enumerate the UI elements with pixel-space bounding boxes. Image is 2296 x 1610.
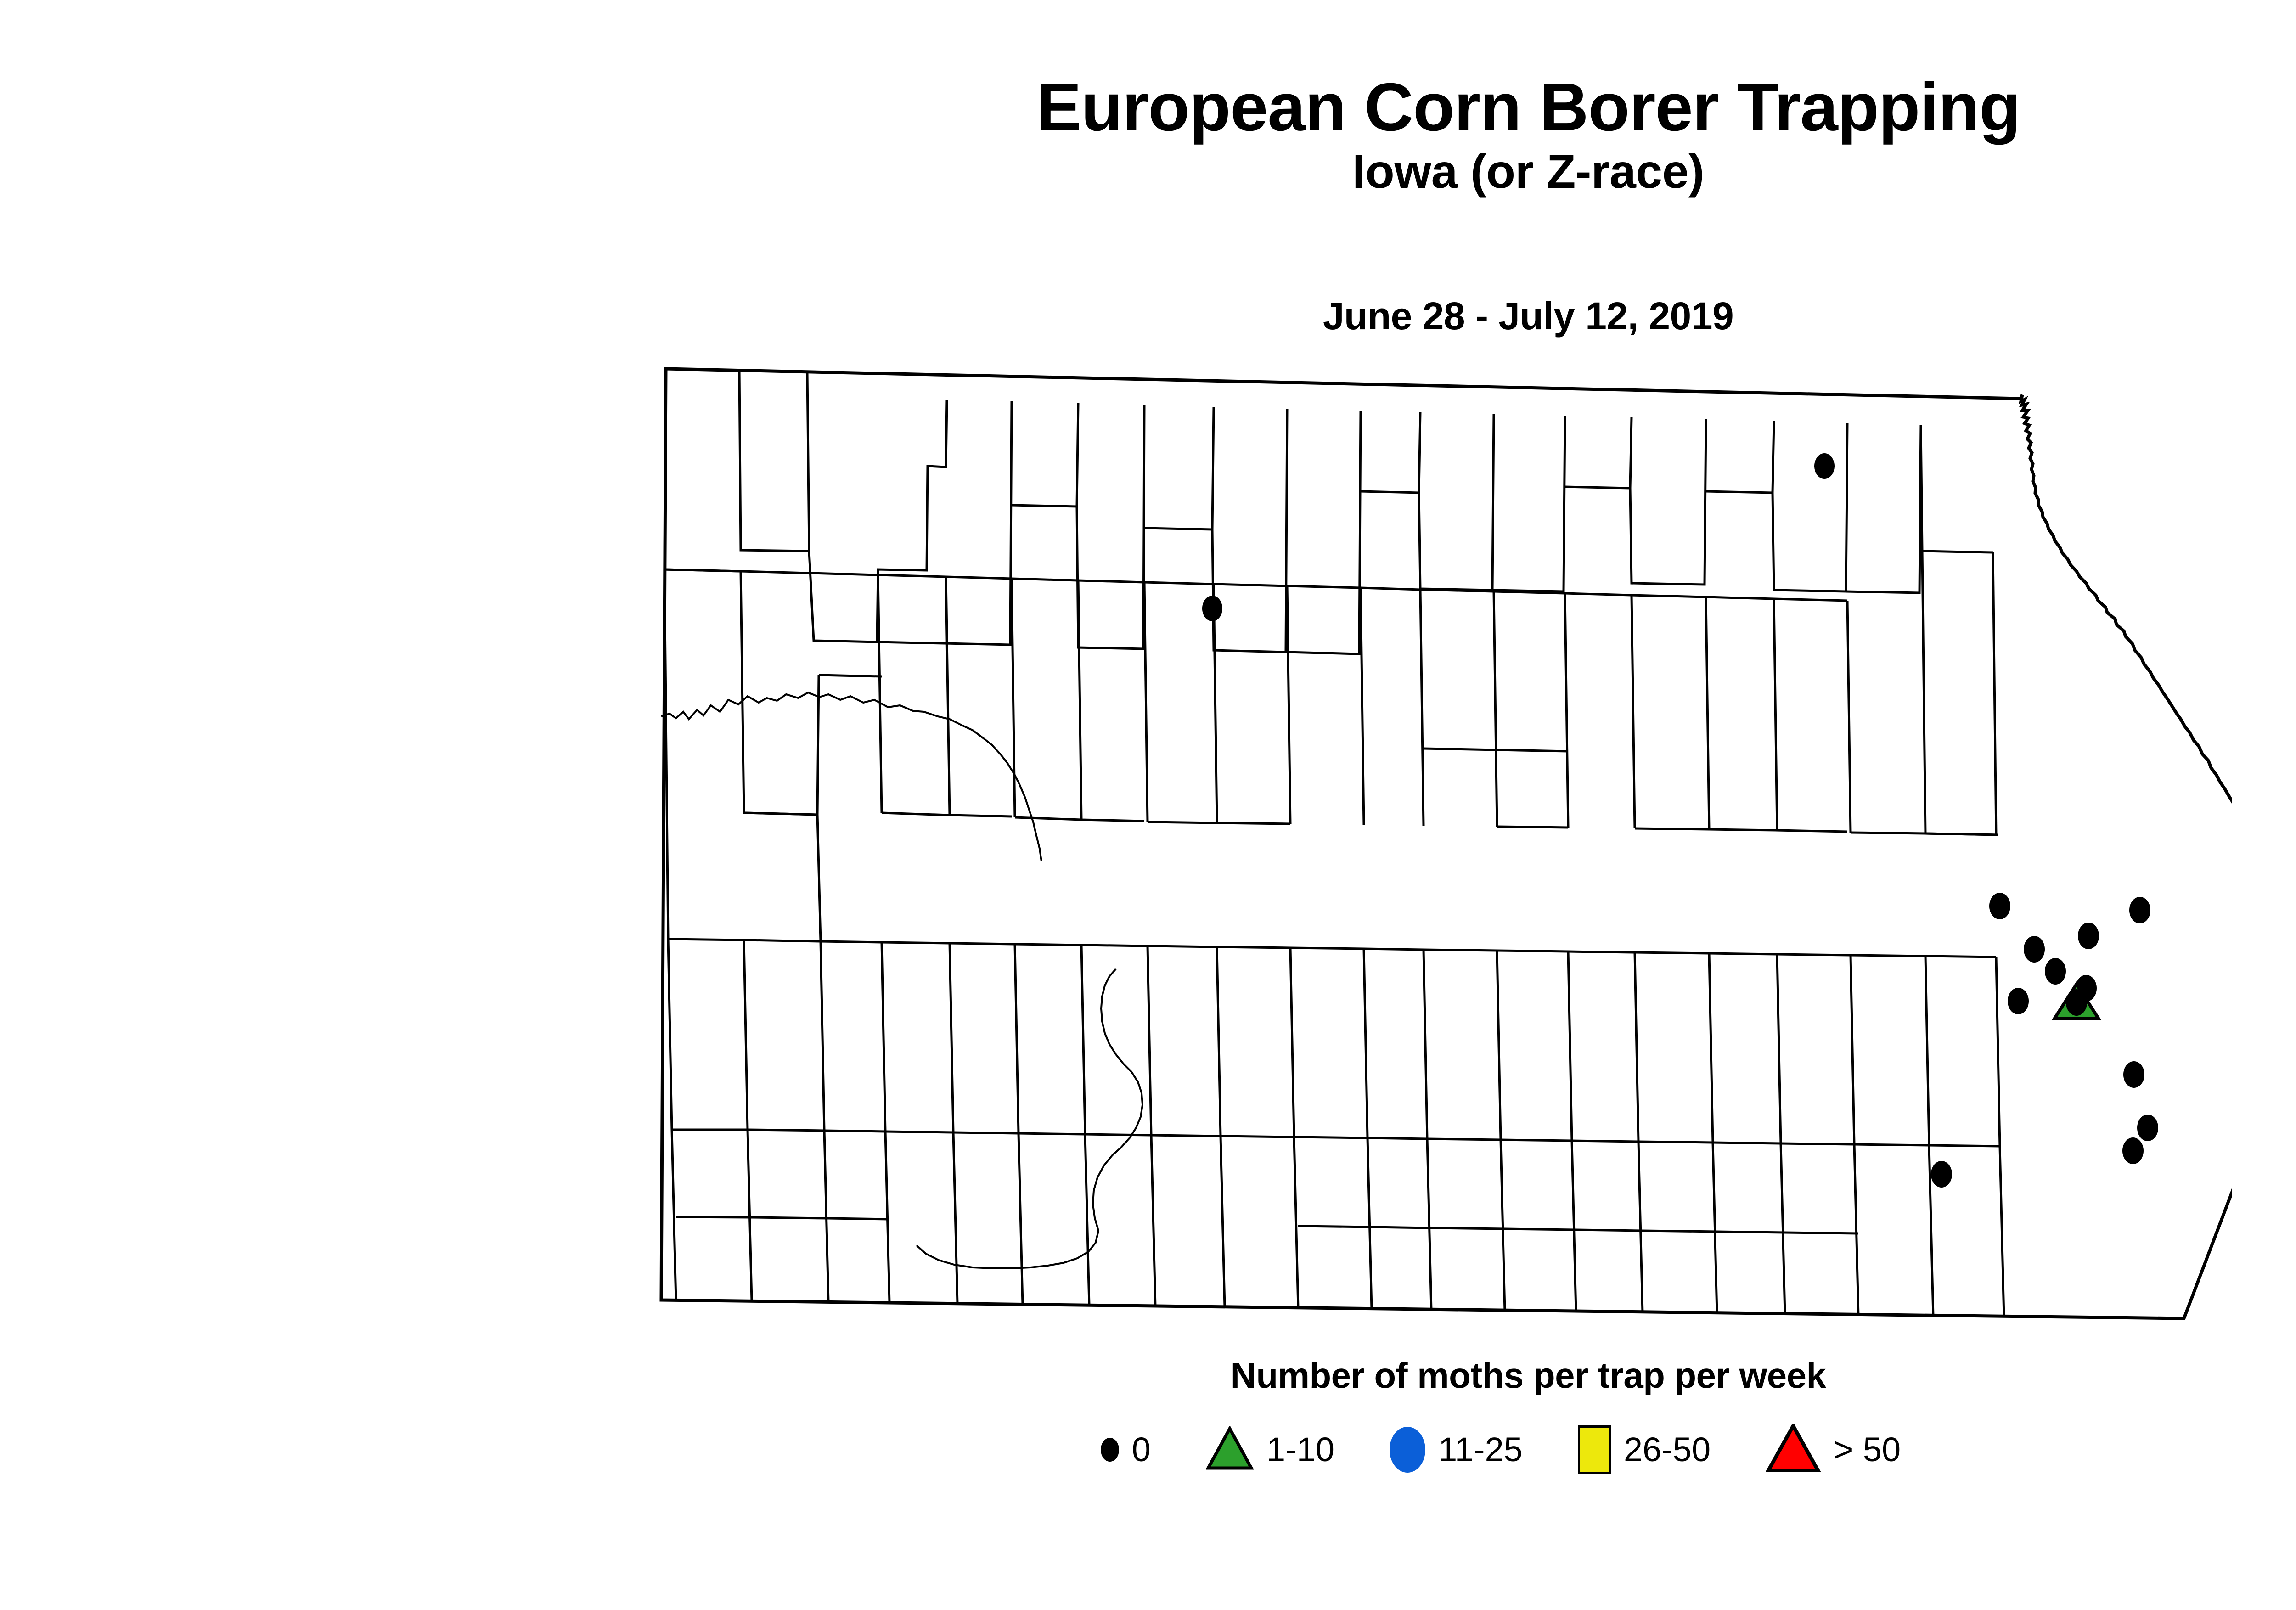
- legend-item-26-50[interactable]: 26-50: [1577, 1425, 1766, 1474]
- trap-point-0[interactable]: [2024, 936, 2045, 963]
- legend-title: Number of moths per trap per week: [1230, 1355, 1826, 1396]
- trap-point-0[interactable]: [2078, 923, 2099, 949]
- legend-label-11-25: 11-25: [1438, 1430, 1523, 1469]
- page-title: European Corn Borer Trapping: [1036, 69, 2021, 145]
- legend-item-0[interactable]: 0: [1100, 1430, 1206, 1469]
- trap-point-0[interactable]: [2129, 897, 2150, 923]
- date-range-label: June 28 - July 12, 2019: [1322, 294, 1734, 338]
- legend-label-0: 0: [1131, 1430, 1151, 1469]
- legend: 0 1-10 11-25 26-50 > 50: [0, 1422, 2296, 1475]
- county-boundaries: [659, 367, 2232, 1320]
- data-points: [1202, 453, 2158, 1188]
- map-svg: [659, 367, 2232, 1320]
- trap-point-0[interactable]: [2123, 1061, 2144, 1088]
- green-triangle-marker-icon: [1205, 1425, 1254, 1473]
- yellow-square-marker-icon: [1577, 1425, 1611, 1474]
- lake-sakakawea: [661, 691, 1042, 862]
- legend-label-over-50: > 50: [1834, 1430, 1901, 1469]
- blue-circle-marker-icon: [1390, 1426, 1426, 1473]
- state-outline: [659, 367, 2232, 1320]
- trap-point-0[interactable]: [2137, 1115, 2158, 1141]
- trap-point-0[interactable]: [1202, 596, 1222, 621]
- trap-point-0[interactable]: [2045, 958, 2066, 985]
- trap-point-0[interactable]: [2008, 988, 2029, 1014]
- page-subtitle: Iowa (or Z-race): [1352, 145, 1705, 198]
- trap-point-0[interactable]: [2122, 1137, 2144, 1164]
- trap-point-0[interactable]: [1989, 893, 2010, 919]
- trap-point-0[interactable]: [2066, 989, 2087, 1016]
- missouri-river: [916, 968, 1144, 1269]
- legend-item-over-50[interactable]: > 50: [1765, 1422, 1956, 1475]
- legend-item-1-10[interactable]: 1-10: [1205, 1425, 1390, 1473]
- legend-label-26-50: 26-50: [1623, 1430, 1711, 1469]
- north-dakota-county-map: [597, 354, 2232, 1345]
- black-dot-marker-icon: [1100, 1437, 1119, 1462]
- red-triangle-marker-icon: [1765, 1422, 1821, 1475]
- trap-point-0[interactable]: [1814, 453, 1835, 479]
- trap-point-0[interactable]: [1931, 1161, 1952, 1188]
- title-block: European Corn Borer Trapping Iowa (or Z-…: [0, 73, 2296, 203]
- legend-item-11-25[interactable]: 11-25: [1390, 1426, 1578, 1473]
- legend-label-1-10: 1-10: [1266, 1430, 1335, 1469]
